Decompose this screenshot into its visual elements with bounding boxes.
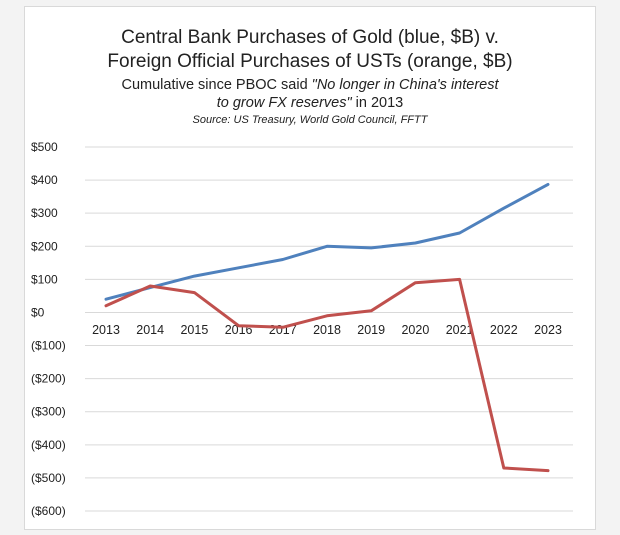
chart-title-line1: Central Bank Purchases of Gold (blue, $B…	[121, 27, 499, 48]
subtitle-line2-post: in 2013	[351, 95, 404, 111]
y-tick-label: $400	[31, 173, 58, 187]
subtitle-line1-quote: "No longer in China's interest	[311, 77, 499, 93]
y-axis-ticks: $500 $400 $300 $200 $100 $0 ($100) ($200) ($300)…	[31, 140, 66, 518]
subtitle-line1-pre: Cumulative since PBOC said	[121, 77, 312, 93]
chart-source: Source: US Treasury, World Gold Council,…	[192, 114, 428, 126]
y-tick-label: $100	[31, 272, 58, 286]
chart-subtitle-line2: to grow FX reserves" in 2013	[25, 95, 595, 111]
chart-title-line2: Foreign Official Purchases of USTs (oran…	[107, 51, 513, 72]
y-tick-label: ($500)	[31, 471, 66, 485]
x-tick-label: 2022	[490, 323, 518, 337]
y-tick-label: ($400)	[31, 438, 66, 452]
x-tick-label: 2013	[92, 323, 120, 337]
y-tick-label: ($600)	[31, 504, 66, 518]
subtitle-line2-quote: to grow FX reserves"	[216, 95, 352, 111]
grid-lines	[85, 146, 573, 512]
y-tick-label: $0	[31, 305, 45, 319]
chart-card: Central Bank Purchases of Gold (blue, $B…	[24, 6, 596, 530]
y-tick-label: ($100)	[31, 339, 66, 353]
series-line-1	[104, 182, 550, 301]
y-tick-label: ($200)	[31, 372, 66, 386]
x-tick-label: 2015	[180, 323, 208, 337]
x-tick-label: 2023	[534, 323, 562, 337]
x-tick-label: 2014	[136, 323, 164, 337]
y-tick-label: $500	[31, 140, 58, 154]
y-tick-label: $300	[31, 206, 58, 220]
x-tick-label: 2020	[401, 323, 429, 337]
x-tick-label: 2021	[446, 323, 474, 337]
y-tick-label: $200	[31, 239, 58, 253]
series-lines	[104, 182, 550, 473]
series-line-2	[104, 277, 550, 473]
x-tick-label: 2019	[357, 323, 385, 337]
x-axis-ticks: 2013 2014 2015 2016 2017 2018 2019 2020 2021 2022…	[92, 323, 562, 337]
y-tick-label: ($300)	[31, 405, 66, 419]
x-tick-label: 2018	[313, 323, 341, 337]
line-chart: $500 $400 $300 $200 $100 $0 ($100) ($200) ($300)…	[31, 140, 573, 518]
chart-subtitle-line1: Cumulative since PBOC said "No longer in…	[25, 77, 595, 93]
